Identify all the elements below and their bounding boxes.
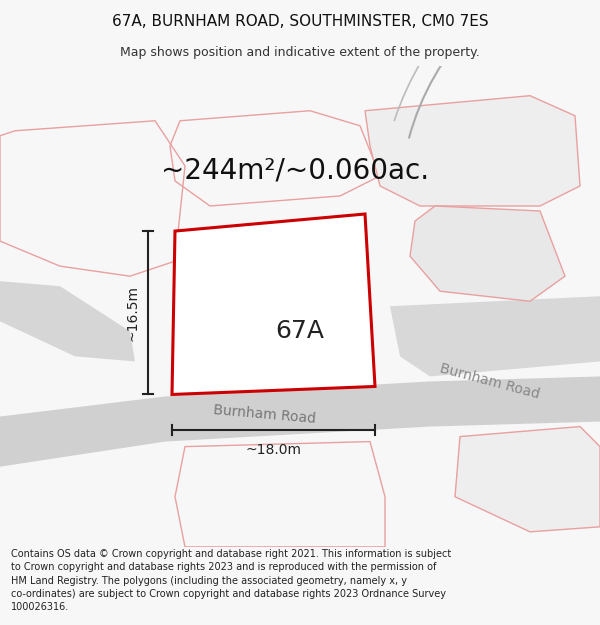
Polygon shape: [455, 426, 600, 532]
Text: Burnham Road: Burnham Road: [439, 361, 541, 401]
Polygon shape: [0, 376, 600, 467]
Text: Map shows position and indicative extent of the property.: Map shows position and indicative extent…: [120, 46, 480, 59]
Text: ~244m²/~0.060ac.: ~244m²/~0.060ac.: [161, 157, 429, 185]
Text: Burnham Road: Burnham Road: [213, 403, 317, 426]
Polygon shape: [365, 96, 580, 206]
Polygon shape: [0, 281, 135, 361]
Polygon shape: [172, 214, 375, 394]
Text: Contains OS data © Crown copyright and database right 2021. This information is : Contains OS data © Crown copyright and d…: [11, 549, 451, 612]
Text: 67A: 67A: [275, 319, 325, 343]
Polygon shape: [410, 206, 565, 301]
Polygon shape: [390, 296, 600, 376]
Text: ~16.5m: ~16.5m: [125, 285, 139, 341]
Text: ~18.0m: ~18.0m: [245, 442, 302, 457]
Polygon shape: [210, 278, 322, 366]
Text: 67A, BURNHAM ROAD, SOUTHMINSTER, CM0 7ES: 67A, BURNHAM ROAD, SOUTHMINSTER, CM0 7ES: [112, 14, 488, 29]
